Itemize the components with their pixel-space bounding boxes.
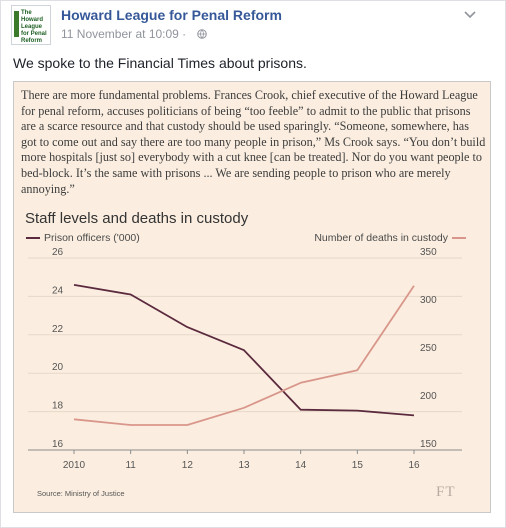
ft-logo: FT	[436, 484, 456, 500]
y-right-tick-label: 250	[420, 343, 437, 354]
y-left-tick-label: 16	[52, 439, 64, 450]
x-tick-label: 2010	[63, 460, 86, 471]
post-timestamp[interactable]: 11 November at 10:09 ·	[61, 27, 187, 41]
x-tick-label: 13	[238, 460, 250, 471]
x-tick-label: 11	[125, 460, 136, 471]
legend-label-deaths: Number of deaths in custody	[314, 232, 448, 244]
y-left-tick-label: 20	[52, 362, 64, 373]
page-name-link[interactable]: Howard League for Penal Reform	[61, 7, 282, 23]
y-left-tick-label: 24	[52, 285, 64, 296]
x-tick-label: 12	[182, 460, 194, 471]
y-left-tick-label: 22	[52, 324, 64, 335]
chart-source: Source: Ministry of Justice	[37, 489, 125, 498]
article-quote: There are more fundamental problems. Fra…	[21, 88, 486, 196]
legend-swatch-officers	[26, 237, 40, 240]
legend-prison-officers: Prison officers ('000)	[26, 232, 140, 244]
globe-icon	[197, 29, 207, 39]
y-left-tick-label: 18	[52, 401, 64, 412]
post-header: The Howard League for Penal Reform Howar…	[11, 3, 491, 47]
y-left-tick-label: 26	[52, 247, 64, 258]
legend-swatch-deaths	[452, 237, 466, 240]
x-tick-label: 14	[295, 460, 307, 471]
shared-image[interactable]: There are more fundamental problems. Fra…	[13, 81, 491, 513]
series-line-prison-officers	[73, 284, 415, 417]
page-avatar[interactable]: The Howard League for Penal Reform	[11, 5, 51, 45]
chevron-down-icon[interactable]	[463, 9, 477, 19]
y-right-tick-label: 150	[420, 439, 437, 450]
x-tick-label: 15	[352, 460, 364, 471]
series-line-deaths	[73, 285, 415, 426]
y-right-tick-label: 200	[420, 391, 437, 402]
post-message: We spoke to the Financial Times about pr…	[13, 55, 307, 71]
y-right-tick-label: 300	[420, 295, 437, 306]
avatar-logo-text: The Howard League for Penal Reform	[21, 10, 47, 44]
chart-plot: 26 24 22 20 18 16 350 300 250 200 150 2010 11 12 13 14 1…	[28, 247, 462, 471]
x-tick-label: 16	[408, 460, 420, 471]
legend-deaths: Number of deaths in custody	[314, 232, 466, 244]
chart-title: Staff levels and deaths in custody	[25, 210, 249, 227]
y-right-tick-label: 350	[420, 247, 437, 258]
line-chart: Staff levels and deaths in custody Priso…	[14, 206, 492, 512]
legend-label-officers: Prison officers ('000)	[44, 232, 140, 244]
logo-mark	[14, 11, 19, 37]
